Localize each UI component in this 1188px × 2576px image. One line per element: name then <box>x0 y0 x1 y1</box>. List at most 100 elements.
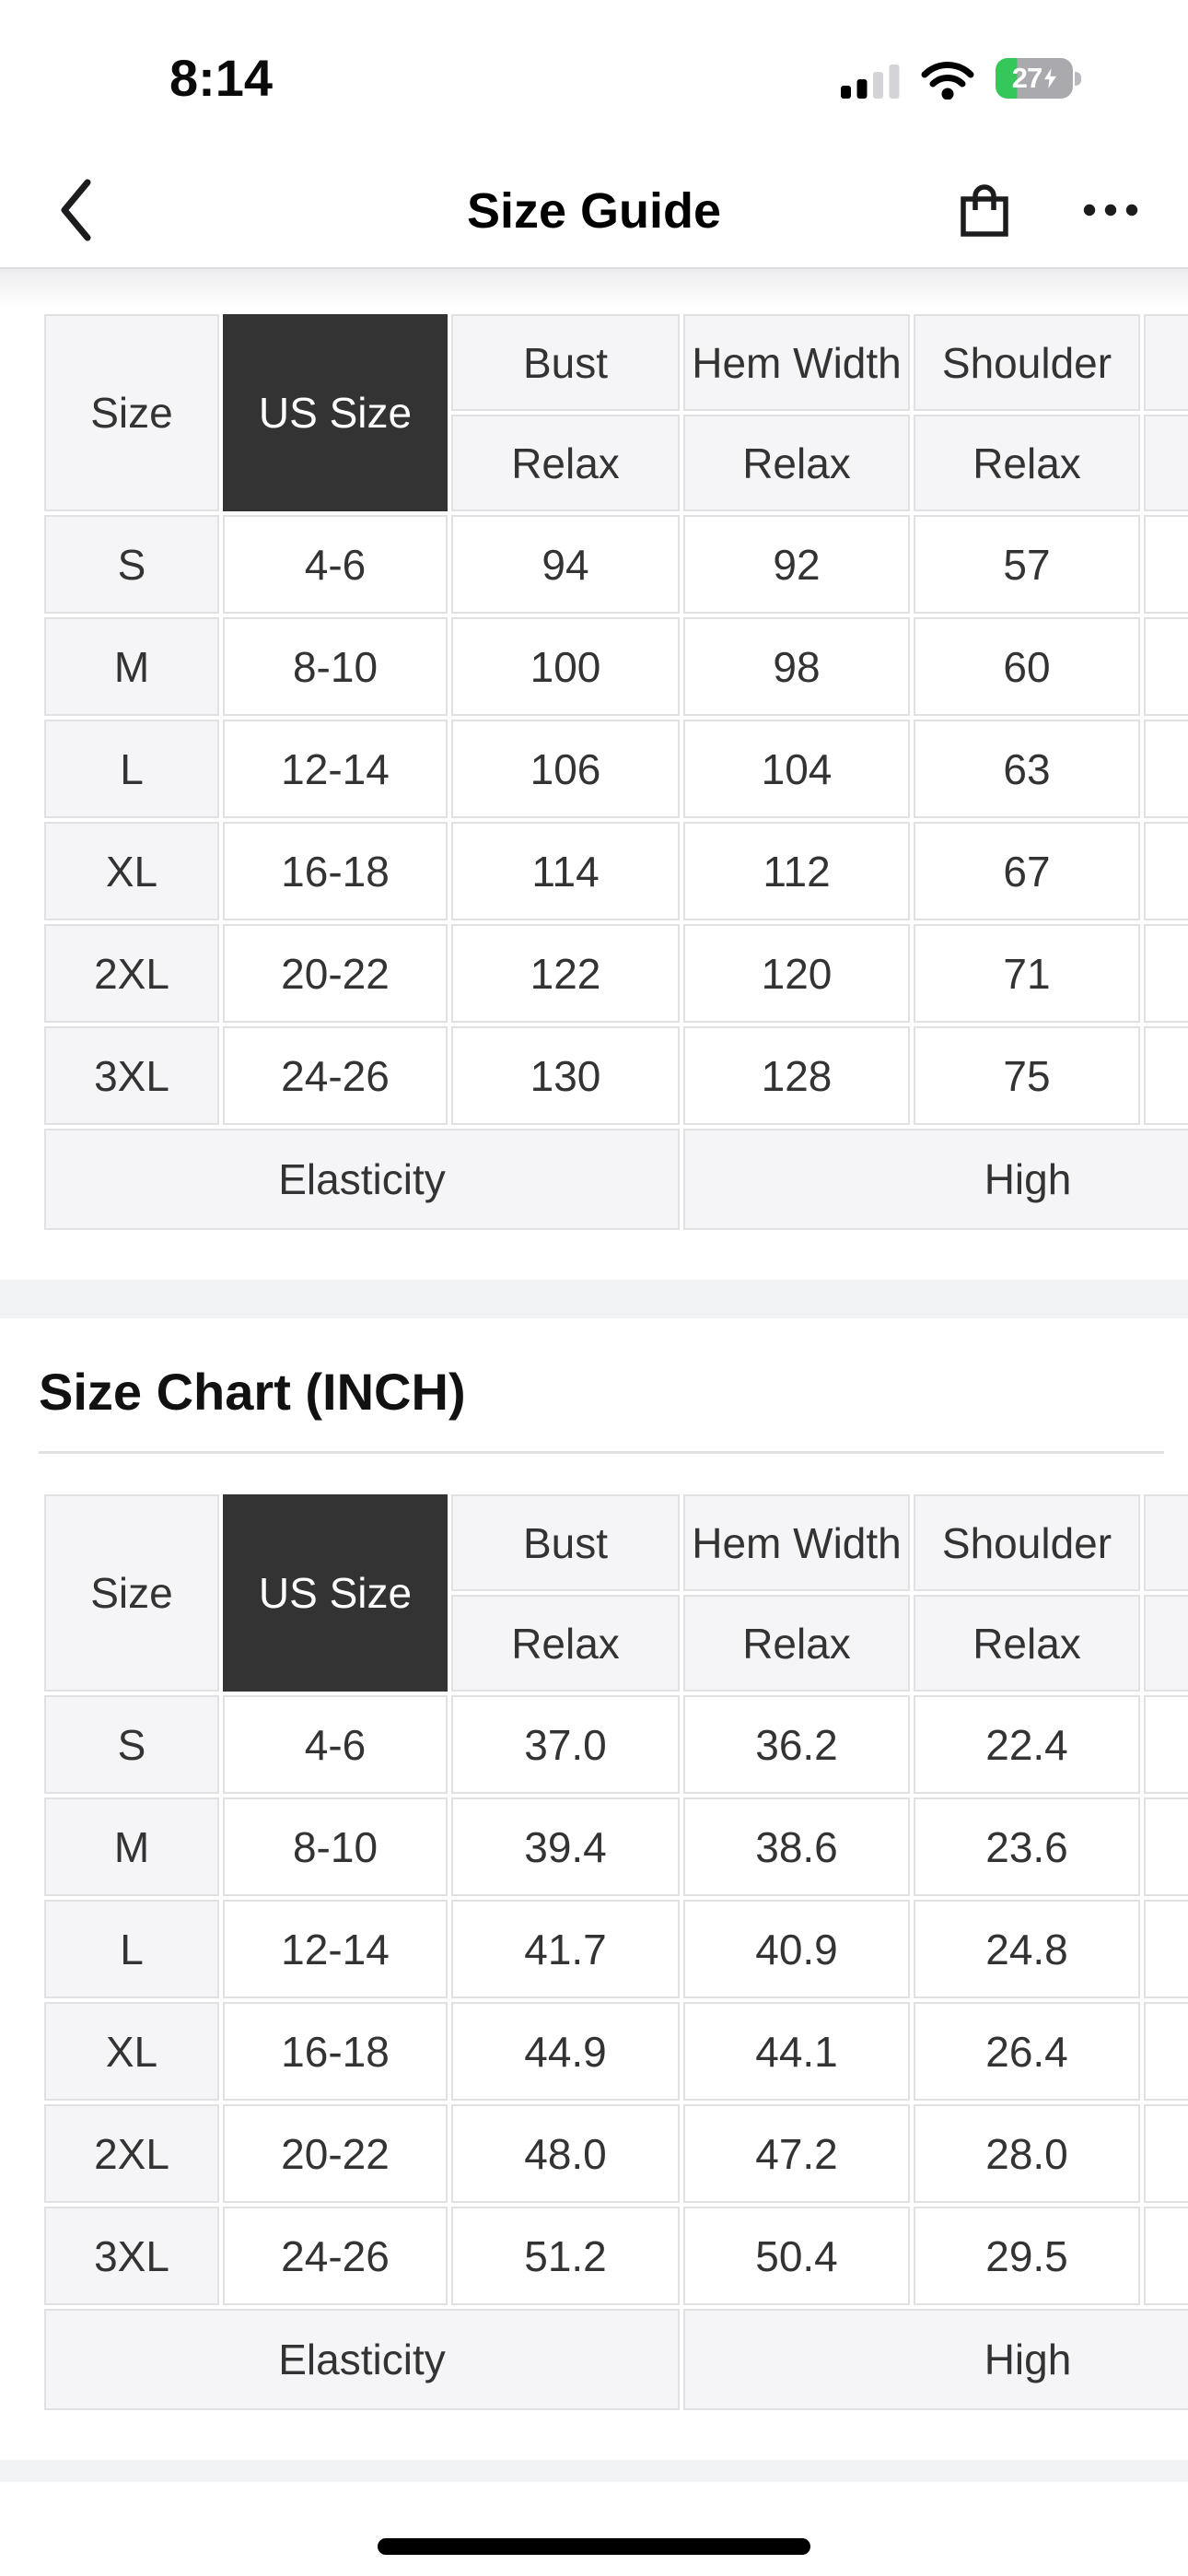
charging-bolt-icon <box>1044 68 1057 88</box>
us-size-value: 4-6 <box>223 1695 448 1794</box>
bust-value: 114 <box>451 822 680 920</box>
hem-width-value: 120 <box>683 924 910 1023</box>
table-row-s: S 4-6 94 92 57 <box>44 515 1188 614</box>
size-label: M <box>44 1797 219 1896</box>
section-separator <box>0 1280 1188 1318</box>
more-options-button[interactable] <box>1083 197 1144 223</box>
col-header-us-size: US Size <box>223 314 448 511</box>
col-header-us-size: US Size <box>223 1494 448 1692</box>
elasticity-value: High <box>683 2309 1188 2410</box>
bust-value: 106 <box>451 720 680 818</box>
col-header-bust: Bust <box>451 1494 680 1591</box>
shoulder-value: 71 <box>914 924 1140 1023</box>
shoulder-value: 24.8 <box>914 1900 1140 1998</box>
table-row-3xl: 3XL 24-26 130 128 75 <box>44 1026 1188 1125</box>
shoulder-value: 23.6 <box>914 1797 1140 1896</box>
bust-value: 122 <box>451 924 680 1023</box>
bust-value: 51.2 <box>451 2207 680 2305</box>
ellipsis-icon <box>1083 204 1138 217</box>
cutoff-cell <box>1144 1026 1188 1125</box>
us-size-value: 4-6 <box>223 515 448 614</box>
scroll-shadow <box>0 269 1188 308</box>
table-row-l: L 12-14 106 104 63 <box>44 720 1188 818</box>
table-row-s: S 4-6 37.0 36.2 22.4 <box>44 1695 1188 1794</box>
home-indicator[interactable] <box>378 2538 810 2555</box>
nav-divider <box>0 267 1188 269</box>
page-title: Size Guide <box>466 183 722 239</box>
size-label: 2XL <box>44 2104 219 2203</box>
size-label: 3XL <box>44 1026 219 1125</box>
size-label: XL <box>44 822 219 920</box>
chevron-left-icon <box>61 179 91 241</box>
cellular-signal-icon <box>841 64 900 103</box>
elasticity-label: Elasticity <box>44 1129 680 1230</box>
hem-width-value: 92 <box>683 515 910 614</box>
table-row-2xl: 2XL 20-22 122 120 71 <box>44 924 1188 1023</box>
shoulder-value: 75 <box>914 1026 1140 1125</box>
bust-value: 94 <box>451 515 680 614</box>
wifi-icon <box>921 61 974 104</box>
cutoff-cell <box>1144 1900 1188 1998</box>
hem-width-value: 104 <box>683 720 910 818</box>
sub-header-relax: Relax <box>914 1595 1140 1692</box>
table-row-m: M 8-10 39.4 38.6 23.6 <box>44 1797 1188 1896</box>
col-header-shoulder: Shoulder <box>914 1494 1140 1591</box>
elasticity-label: Elasticity <box>44 2309 680 2410</box>
elasticity-value: High <box>683 1129 1188 1230</box>
col-header-cutoff <box>1144 1494 1188 1591</box>
inch-section-heading: Size Chart (INCH) <box>39 1363 466 1421</box>
cutoff-cell <box>1144 2104 1188 2203</box>
elasticity-row: Elasticity High <box>44 2309 1188 2410</box>
us-size-value: 12-14 <box>223 720 448 818</box>
col-header-bust: Bust <box>451 314 680 411</box>
size-label: M <box>44 617 219 716</box>
size-label: 2XL <box>44 924 219 1023</box>
us-size-value: 24-26 <box>223 2207 448 2305</box>
size-label: XL <box>44 2002 219 2101</box>
sub-header-relax: Relax <box>914 415 1140 511</box>
battery-percent-label: 27 <box>1011 62 1042 94</box>
shopping-bag-button[interactable] <box>960 182 1009 238</box>
table-row-xl: XL 16-18 114 112 67 <box>44 822 1188 920</box>
hem-width-value: 44.1 <box>683 2002 910 2101</box>
us-size-value: 8-10 <box>223 617 448 716</box>
col-header-cutoff <box>1144 314 1188 411</box>
sub-header-relax: Relax <box>451 415 680 511</box>
cutoff-cell <box>1144 617 1188 716</box>
shoulder-value: 29.5 <box>914 2207 1140 2305</box>
col-header-size: Size <box>44 314 219 511</box>
table-row-xl: XL 16-18 44.9 44.1 26.4 <box>44 2002 1188 2101</box>
hem-width-value: 36.2 <box>683 1695 910 1794</box>
shoulder-value: 26.4 <box>914 2002 1140 2101</box>
size-label: 3XL <box>44 2207 219 2305</box>
bust-value: 130 <box>451 1026 680 1125</box>
shoulder-value: 60 <box>914 617 1140 716</box>
hem-width-value: 40.9 <box>683 1900 910 1998</box>
col-header-size: Size <box>44 1494 219 1692</box>
shoulder-value: 67 <box>914 822 1140 920</box>
size-table-inch-scroll-area[interactable]: Size US Size Bust Hem Width Shoulder Rel… <box>41 1491 1188 2414</box>
col-header-hem-width: Hem Width <box>683 314 910 411</box>
hem-width-value: 47.2 <box>683 2104 910 2203</box>
size-label: L <box>44 1900 219 1998</box>
cutoff-cell <box>1144 2207 1188 2305</box>
sub-header-relax: Relax <box>683 415 910 511</box>
size-label: S <box>44 515 219 614</box>
size-label: L <box>44 720 219 818</box>
size-table-cm-scroll-area[interactable]: Size US Size Bust Hem Width Shoulder Rel… <box>41 310 1188 1234</box>
bust-value: 37.0 <box>451 1695 680 1794</box>
back-button[interactable] <box>53 177 98 243</box>
size-label: S <box>44 1695 219 1794</box>
shoulder-value: 22.4 <box>914 1695 1140 1794</box>
size-table-cm: Size US Size Bust Hem Width Shoulder Rel… <box>41 310 1188 1234</box>
cutoff-cell <box>1144 2002 1188 2101</box>
bust-value: 44.9 <box>451 2002 680 2101</box>
shoulder-value: 28.0 <box>914 2104 1140 2203</box>
hem-width-value: 38.6 <box>683 1797 910 1896</box>
heading-divider <box>39 1451 1164 1454</box>
table-row-2xl: 2XL 20-22 48.0 47.2 28.0 <box>44 2104 1188 2203</box>
us-size-value: 8-10 <box>223 1797 448 1896</box>
cutoff-cell <box>1144 515 1188 614</box>
us-size-value: 20-22 <box>223 924 448 1023</box>
size-table-inch: Size US Size Bust Hem Width Shoulder Rel… <box>41 1491 1188 2414</box>
